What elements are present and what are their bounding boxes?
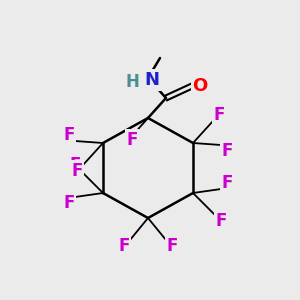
Text: F: F (63, 126, 75, 144)
Text: H: H (125, 73, 139, 91)
Text: F: F (118, 237, 130, 255)
Text: O: O (192, 77, 208, 95)
Text: F: F (126, 131, 138, 149)
Text: F: F (166, 237, 178, 255)
Text: F: F (71, 162, 83, 180)
Text: F: F (69, 156, 81, 174)
Text: F: F (221, 174, 233, 192)
Text: F: F (221, 142, 233, 160)
Text: N: N (145, 71, 160, 89)
Text: F: F (215, 212, 227, 230)
Text: F: F (63, 194, 75, 212)
Text: F: F (213, 106, 225, 124)
